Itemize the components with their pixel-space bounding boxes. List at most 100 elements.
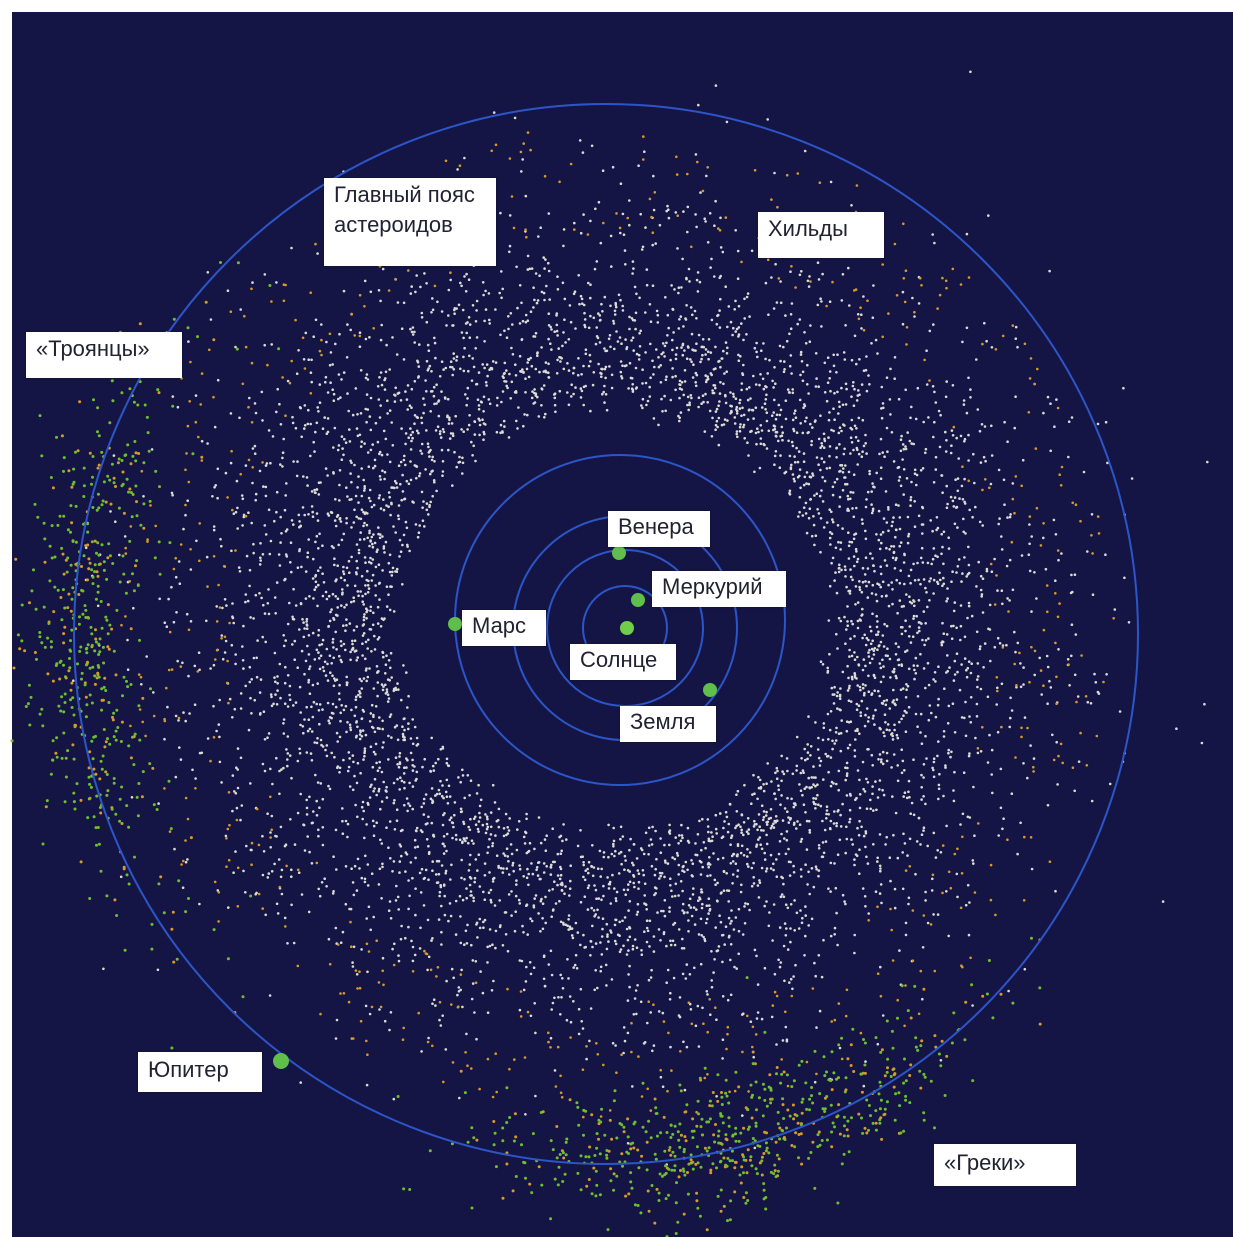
- main-belt-asteroid: [916, 695, 920, 698]
- main-belt-asteroid: [765, 833, 768, 837]
- main-belt-asteroid: [734, 299, 737, 303]
- main-belt-asteroid: [531, 872, 535, 876]
- main-belt-asteroid: [671, 856, 674, 859]
- main-belt-asteroid: [849, 700, 853, 703]
- main-belt-asteroid: [706, 375, 709, 379]
- main-belt-asteroid: [368, 560, 371, 564]
- main-belt-asteroid: [814, 974, 817, 978]
- main-belt-asteroid: [346, 495, 349, 498]
- main-belt-asteroid: [656, 911, 659, 914]
- main-belt-asteroid: [380, 453, 384, 457]
- main-belt-asteroid: [378, 494, 382, 497]
- main-belt-asteroid: [372, 834, 376, 837]
- main-belt-asteroid: [355, 515, 359, 519]
- main-belt-asteroid: [366, 536, 370, 540]
- main-belt-asteroid: [381, 719, 384, 723]
- main-belt-asteroid: [864, 580, 867, 583]
- main-belt-asteroid: [389, 666, 392, 670]
- main-belt-asteroid: [833, 481, 837, 484]
- main-belt-asteroid: [524, 320, 528, 324]
- main-belt-asteroid: [286, 379, 290, 383]
- main-belt-asteroid: [846, 624, 849, 627]
- main-belt-asteroid: [622, 1051, 625, 1055]
- main-belt-asteroid: [510, 890, 513, 893]
- main-belt-asteroid: [542, 977, 546, 981]
- main-belt-asteroid: [499, 866, 503, 870]
- main-belt-asteroid: [782, 895, 786, 899]
- main-belt-asteroid: [687, 904, 691, 907]
- main-belt-asteroid: [619, 850, 623, 854]
- main-belt-asteroid: [816, 261, 820, 265]
- main-belt-asteroid: [659, 874, 662, 878]
- main-belt-asteroid: [760, 847, 764, 851]
- main-belt-asteroid: [845, 628, 848, 631]
- main-belt-asteroid: [501, 287, 505, 291]
- main-belt-asteroid: [428, 455, 431, 458]
- main-belt-asteroid: [663, 914, 667, 918]
- main-belt-asteroid: [290, 246, 293, 250]
- main-belt-asteroid: [916, 725, 919, 728]
- main-belt-asteroid: [540, 897, 543, 901]
- main-belt-asteroid: [894, 811, 898, 815]
- main-belt-asteroid: [929, 577, 932, 580]
- main-belt-asteroid: [378, 416, 382, 419]
- main-belt-asteroid: [427, 513, 430, 516]
- main-belt-asteroid: [699, 360, 702, 364]
- main-belt-asteroid: [967, 545, 970, 549]
- main-belt-asteroid: [408, 781, 411, 785]
- main-belt-asteroid: [461, 308, 465, 312]
- main-belt-asteroid: [364, 561, 367, 564]
- main-belt-asteroid: [366, 408, 370, 411]
- main-belt-asteroid: [442, 842, 445, 846]
- main-belt-asteroid: [311, 715, 315, 719]
- main-belt-asteroid: [405, 479, 409, 483]
- main-belt-asteroid: [847, 557, 851, 560]
- main-belt-asteroid: [181, 886, 185, 889]
- main-belt-asteroid: [959, 823, 962, 826]
- main-belt-asteroid: [879, 572, 883, 576]
- main-belt-asteroid: [648, 945, 651, 948]
- main-belt-asteroid: [503, 329, 506, 333]
- main-belt-asteroid: [618, 336, 622, 339]
- main-belt-asteroid: [1074, 633, 1078, 636]
- main-belt-asteroid: [922, 829, 925, 832]
- main-belt-asteroid: [543, 838, 547, 841]
- main-belt-asteroid: [330, 711, 334, 715]
- main-belt-asteroid: [348, 571, 351, 574]
- main-belt-asteroid: [849, 575, 853, 579]
- main-belt-asteroid: [379, 838, 382, 842]
- main-belt-asteroid: [932, 757, 936, 760]
- main-belt-asteroid: [711, 389, 714, 392]
- main-belt-asteroid: [912, 562, 915, 566]
- main-belt-asteroid: [1070, 573, 1073, 577]
- main-belt-asteroid: [807, 776, 810, 780]
- main-belt-asteroid: [878, 694, 881, 698]
- main-belt-asteroid: [579, 294, 583, 298]
- main-belt-asteroid: [814, 784, 817, 788]
- main-belt-asteroid: [255, 675, 259, 679]
- main-belt-asteroid: [1030, 867, 1034, 871]
- main-belt-asteroid: [885, 759, 889, 763]
- main-belt-asteroid: [633, 885, 636, 889]
- main-belt-asteroid: [774, 450, 778, 453]
- main-belt-asteroid: [907, 790, 910, 794]
- main-belt-asteroid: [340, 538, 344, 542]
- main-belt-asteroid: [349, 728, 353, 732]
- main-belt-asteroid: [282, 718, 286, 721]
- main-belt-asteroid: [638, 345, 642, 348]
- main-belt-asteroid: [344, 648, 347, 652]
- main-belt-asteroid: [333, 557, 336, 560]
- main-belt-asteroid: [457, 303, 461, 307]
- main-belt-asteroid: [881, 1014, 885, 1017]
- main-belt-asteroid: [356, 486, 359, 489]
- main-belt-asteroid: [426, 442, 430, 446]
- main-belt-asteroid: [865, 355, 868, 358]
- main-belt-asteroid: [385, 585, 389, 588]
- main-belt-asteroid: [808, 275, 811, 278]
- main-belt-asteroid: [389, 857, 392, 860]
- main-belt-asteroid: [431, 455, 435, 459]
- main-belt-asteroid: [383, 551, 386, 554]
- main-belt-asteroid: [889, 676, 892, 679]
- main-belt-asteroid: [394, 570, 397, 573]
- main-belt-asteroid: [790, 302, 794, 305]
